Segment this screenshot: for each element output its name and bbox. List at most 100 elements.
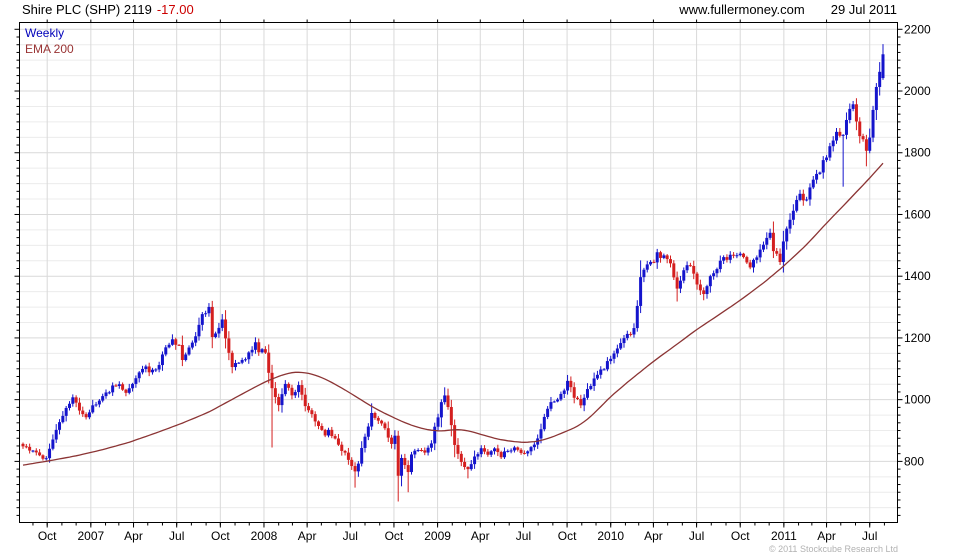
candle-up <box>71 397 75 404</box>
candle-up <box>542 416 546 430</box>
candle-up <box>154 369 158 371</box>
candle-down <box>778 253 782 263</box>
candle-up <box>429 443 433 448</box>
candle-up <box>160 354 164 366</box>
candle-up <box>682 270 686 281</box>
candle-up <box>708 276 712 287</box>
candle-up <box>469 464 473 470</box>
candle-up <box>619 343 623 349</box>
candle-up <box>489 451 493 455</box>
candle-up <box>808 187 812 200</box>
x-axis-label: Apr <box>471 529 490 543</box>
candle-up <box>44 458 48 460</box>
candle-down <box>124 389 128 393</box>
candle-up <box>881 54 885 79</box>
candle-up <box>602 369 606 371</box>
candle-down <box>652 261 656 263</box>
candle-down <box>210 306 214 338</box>
candle-up <box>131 383 135 389</box>
candle-up <box>260 349 264 353</box>
candle-up <box>502 451 506 458</box>
candle-down <box>403 457 407 466</box>
candle-up <box>400 457 404 476</box>
candle-down <box>659 252 663 258</box>
candle-up <box>416 450 420 452</box>
candle-up <box>426 447 430 453</box>
candle-up <box>805 199 809 201</box>
axis-ticks <box>14 19 903 528</box>
candle-down <box>463 461 467 467</box>
x-axis-label: Oct <box>211 529 230 543</box>
candle-down <box>695 273 699 285</box>
candle-up <box>144 366 148 369</box>
candle-up <box>473 456 477 465</box>
candle-up <box>718 260 722 270</box>
candle-down <box>569 380 573 388</box>
candle-down <box>230 352 234 368</box>
y-axis-label: 1800 <box>904 146 931 160</box>
candle-down <box>453 425 457 445</box>
candle-up <box>662 255 666 258</box>
candle-down <box>383 423 387 429</box>
candle-down <box>24 446 28 448</box>
candle-down <box>629 333 633 335</box>
candle-down <box>28 446 32 451</box>
candle-up <box>765 237 769 245</box>
candle-up <box>566 380 570 391</box>
candle-up <box>781 241 785 263</box>
candle-up <box>712 273 716 277</box>
candle-down <box>346 452 350 460</box>
candle-up <box>556 399 560 402</box>
candle-up <box>785 228 789 242</box>
candle-up <box>443 395 447 403</box>
candle-up <box>552 401 556 403</box>
candle-up <box>64 407 68 416</box>
candle-up <box>632 328 636 335</box>
candle-up <box>878 71 882 87</box>
candle-up <box>595 374 599 379</box>
candle-up <box>635 305 639 329</box>
candle-down <box>330 429 334 437</box>
candle-up <box>831 140 835 147</box>
candle-up <box>585 389 589 398</box>
gridlines <box>19 22 898 523</box>
candle-up <box>649 261 653 265</box>
candle-up <box>87 412 91 418</box>
y-axis-label: 1400 <box>904 269 931 283</box>
x-axis-label: Jul <box>516 529 531 543</box>
candle-up <box>436 417 440 427</box>
candle-down <box>41 455 45 459</box>
candle-down <box>343 450 347 453</box>
legend-weekly-label: Weekly <box>25 26 65 40</box>
x-axis-label: Jul <box>343 529 358 543</box>
candle-down <box>732 254 736 256</box>
candle-up <box>871 109 875 138</box>
candle-down <box>180 345 184 361</box>
candle-down <box>81 410 85 415</box>
candle-up <box>107 392 111 394</box>
candle-down <box>21 443 25 447</box>
candle-up <box>512 447 516 451</box>
candle-up <box>234 363 238 368</box>
candle-down <box>496 448 500 453</box>
candle-up <box>529 447 533 452</box>
candle-up <box>67 403 71 408</box>
x-axis-label: Apr <box>298 529 317 543</box>
candle-up <box>283 383 287 395</box>
x-axis-label: 2009 <box>424 529 451 543</box>
candle-up <box>356 463 360 472</box>
candle-up <box>61 415 65 423</box>
candle-down <box>174 339 178 345</box>
candle-up <box>91 405 95 413</box>
candle-down <box>353 466 357 472</box>
candle-down <box>486 451 490 455</box>
candle-up <box>738 253 742 256</box>
x-axis-label: Jul <box>862 529 877 543</box>
candle-up <box>187 347 191 355</box>
candle-up <box>722 257 726 261</box>
candle-up <box>815 173 819 180</box>
y-axis-label: 1600 <box>904 207 931 221</box>
candle-up <box>58 422 62 430</box>
chart-date: 29 Jul 2011 <box>830 2 897 17</box>
